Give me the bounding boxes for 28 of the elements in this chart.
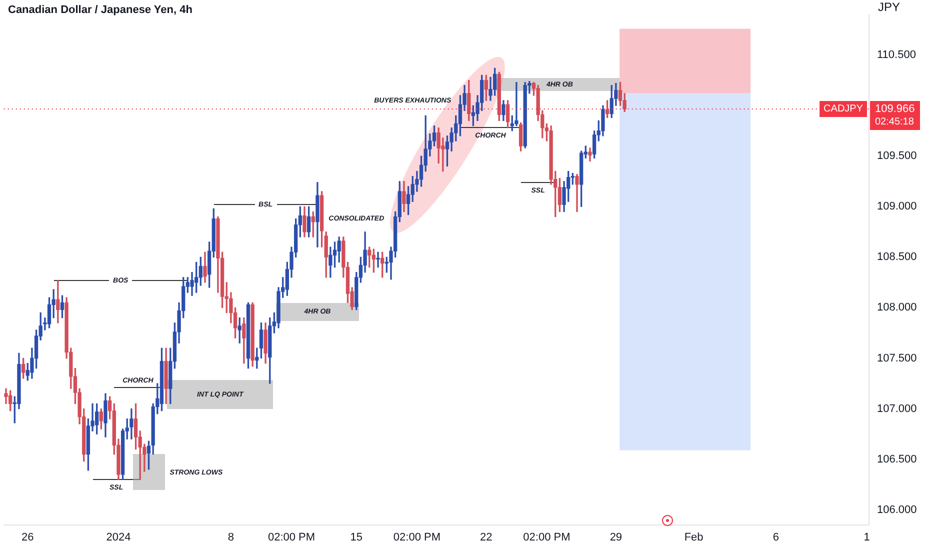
x-tick-label: 02:00 PM [393, 532, 440, 544]
y-tick-label: 107.000 [877, 402, 917, 415]
text: 02:45:18 [875, 116, 914, 128]
y-tick-label: 110.500 [877, 49, 916, 62]
x-tick-label: 02:00 PM [268, 532, 316, 544]
x-tick-label: 02:00 PM [523, 532, 570, 544]
chart-title: Canadian Dollar / Japanese Yen, 4h [8, 4, 192, 16]
x-tick-label: 22 [480, 532, 492, 544]
x-tick-label: 8 [228, 532, 234, 544]
x-tick-label: 15 [350, 532, 363, 544]
y-tick-label: 108.000 [877, 302, 917, 314]
x-tick-label: 29 [610, 532, 622, 544]
y-axis-title: JPY [870, 0, 932, 22]
ref-line-label: CADJPY [824, 104, 864, 115]
candlestick [376, 252, 380, 268]
x-tick-label: 6 [772, 532, 780, 544]
y-tick-label: 106.000 [877, 504, 917, 516]
x-tick-label: Feb [684, 532, 704, 544]
x-tick-label: 2024 [106, 532, 131, 544]
y-tick-label: 109.500 [877, 150, 917, 162]
x-tick-label: 1 [864, 532, 870, 544]
y-tick-label: 109.000 [877, 200, 917, 213]
candlestick [575, 174, 579, 212]
y-tick-label: 106.500 [877, 453, 917, 466]
y-tick-label: 107.500 [877, 352, 917, 364]
text: 109.966 [875, 103, 915, 116]
x-tick-label: 26 [22, 532, 34, 544]
y-tick-label: 108.500 [877, 251, 917, 264]
